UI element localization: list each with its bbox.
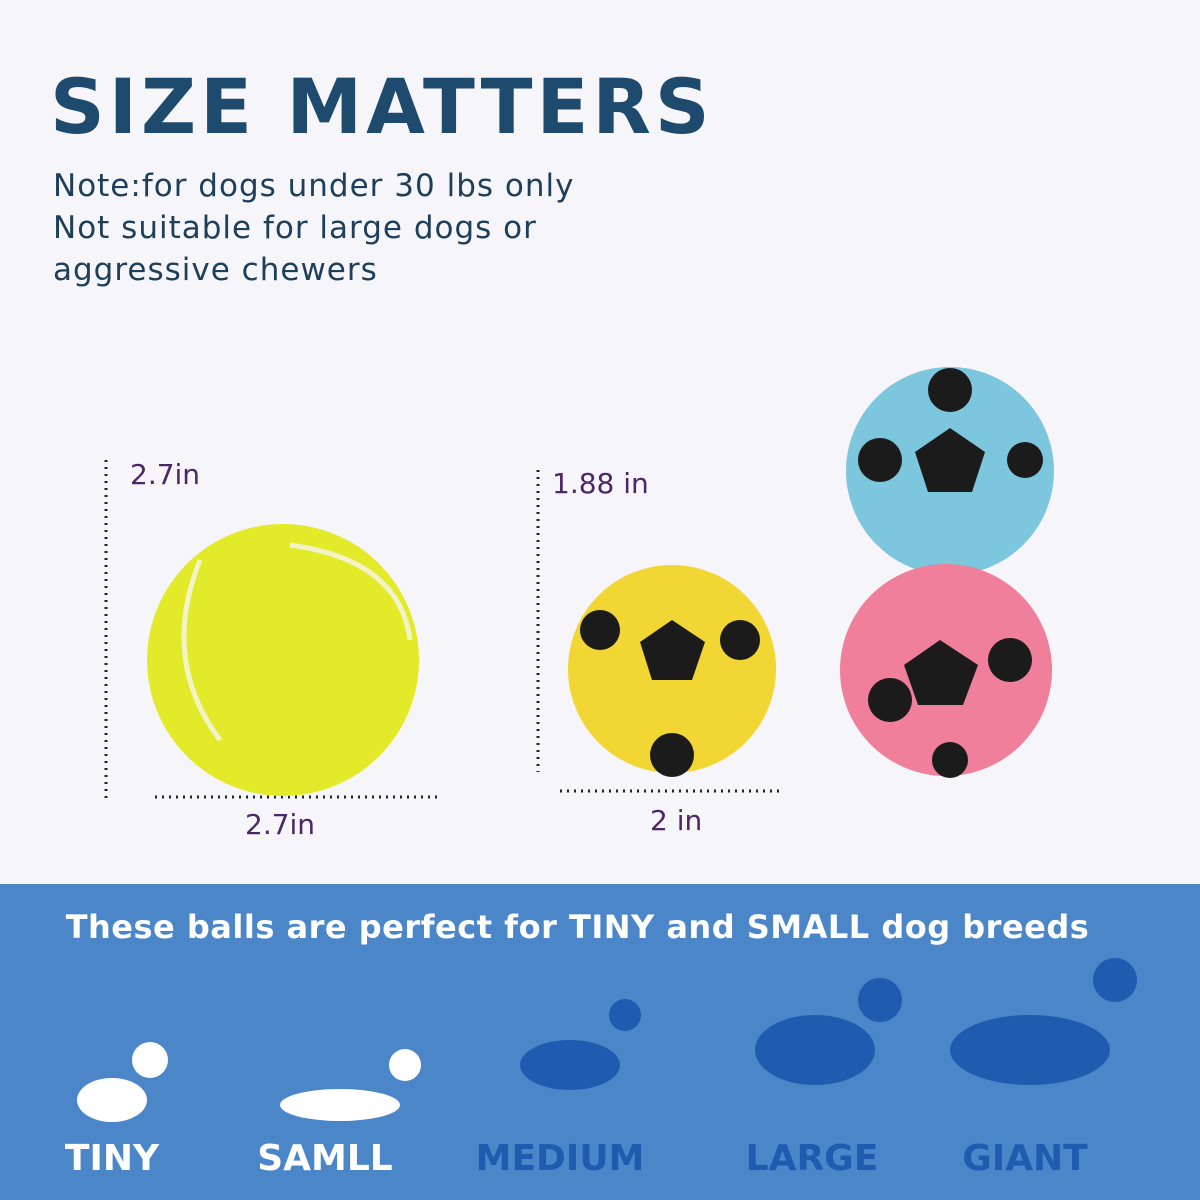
headline: These balls are perfect for TINY and SMA… [65,908,1090,946]
breed-label: LARGE [745,1138,879,1179]
measure: 2.7in [245,808,316,841]
measure: 2.7in [130,458,201,491]
note: aggressive chewers [53,252,378,288]
breed-label: MEDIUM [475,1138,645,1179]
illustration [104,367,1054,799]
note: Note:for dogs under 30 lbs only [53,168,575,204]
measure: 2 in [650,804,703,837]
breed-label: TINY [64,1138,160,1179]
dog-icons [77,958,1137,1122]
note: Not suitable for large dogs or [53,210,537,246]
measure: 1.88 in [552,467,649,500]
breed-label: GIANT [962,1138,1088,1179]
breed-label: SAMLL [257,1138,393,1179]
title: SIZE MATTERS [50,62,714,151]
